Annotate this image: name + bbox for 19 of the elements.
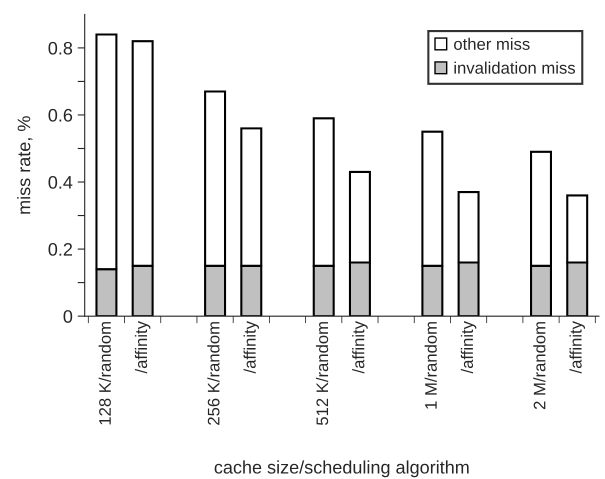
x-tick-label: /affinity [460, 321, 476, 374]
legend-label: other miss [454, 38, 530, 50]
x-tick-label: 256 K/random [207, 322, 220, 425]
legend-label: invalidation miss [454, 62, 576, 74]
x-tick-label: 2 M/random [533, 322, 546, 410]
x-tick-label: 1 M/random [424, 322, 437, 409]
y-tick-label: 0.4 [48, 176, 72, 189]
y-tick-label: 0.2 [48, 243, 72, 256]
y-tick-label: 0.6 [48, 108, 72, 122]
x-tick-label: 128 K/random [98, 322, 111, 424]
x-axis-title: cache size/scheduling algorithm [214, 460, 469, 478]
x-tick-label: 512 K/random [316, 322, 328, 426]
x-tick-label: /affinity [134, 321, 150, 374]
y-axis-title: miss rate, % [17, 116, 32, 214]
x-tick-label: /affinity [244, 321, 260, 374]
y-tick-label: 0.8 [48, 42, 72, 55]
x-tick-label: /affinity [352, 321, 368, 374]
x-tick-label: /affinity [569, 321, 585, 374]
y-tick-label: 0 [64, 310, 72, 323]
